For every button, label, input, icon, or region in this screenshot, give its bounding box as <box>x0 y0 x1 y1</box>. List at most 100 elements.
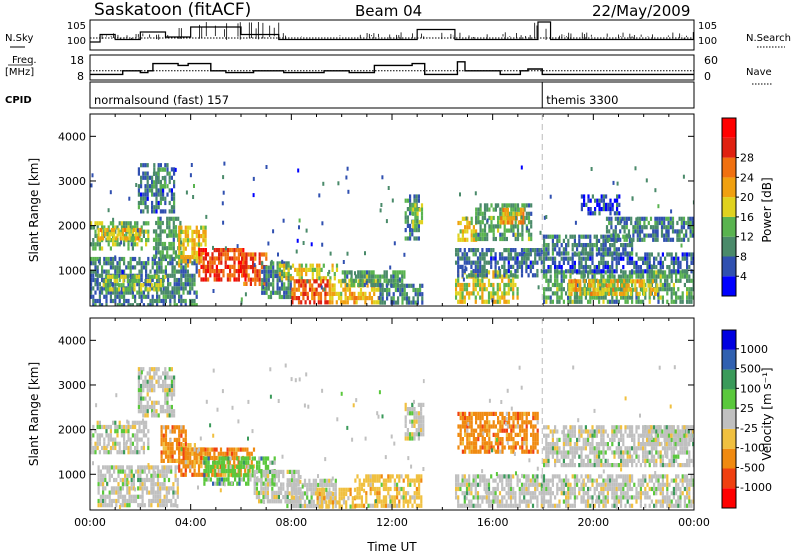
heatmap-cell <box>137 236 140 241</box>
heatmap-cell <box>151 298 154 304</box>
heatmap-cell <box>502 216 505 221</box>
heatmap-cell <box>648 269 651 274</box>
heatmap-cell <box>572 283 575 288</box>
heatmap-cell <box>591 247 594 252</box>
heatmap-cell <box>215 277 218 282</box>
heatmap-cell <box>146 179 149 185</box>
heatmap-cell <box>472 273 475 278</box>
heatmap-cell <box>612 291 615 296</box>
heatmap-cell <box>129 265 132 270</box>
heatmap-cell <box>166 371 169 376</box>
heatmap-cell <box>549 194 552 199</box>
heatmap-cell <box>216 477 219 482</box>
heatmap-cell <box>454 295 458 300</box>
heatmap-cell <box>470 220 473 226</box>
heatmap-cell <box>101 265 104 270</box>
heatmap-cell <box>387 486 390 492</box>
heatmap-cell <box>409 202 412 207</box>
heatmap-cell <box>602 202 605 207</box>
heatmap-cell <box>611 299 614 304</box>
heatmap-cell <box>247 252 250 257</box>
heatmap-cell <box>311 263 314 268</box>
heatmap-cell <box>485 269 488 274</box>
heatmap-cell <box>98 433 101 438</box>
heatmap-cell <box>269 282 273 287</box>
heatmap-cell <box>496 260 499 265</box>
heatmap-cell <box>641 216 644 221</box>
heatmap-cell <box>691 220 694 226</box>
heatmap-cell <box>109 256 112 262</box>
heatmap-cell <box>474 264 477 269</box>
heatmap-cell <box>160 442 163 447</box>
heatmap-cell <box>233 277 236 282</box>
heatmap-cell <box>148 175 151 180</box>
heatmap-cell <box>353 487 357 492</box>
heatmap-cell <box>649 287 652 292</box>
heatmap-cell <box>244 447 247 452</box>
heatmap-cell <box>152 465 155 470</box>
heatmap-cell <box>523 256 526 261</box>
heatmap-cell <box>148 388 151 393</box>
heatmap-cell <box>243 252 246 257</box>
heatmap-cell <box>672 265 675 270</box>
heatmap-cell <box>689 225 692 230</box>
heatmap-cell <box>516 260 519 265</box>
heatmap-cell <box>277 474 280 479</box>
heatmap-cell <box>275 490 278 495</box>
heatmap-cell <box>245 260 248 265</box>
heatmap-cell <box>551 251 554 256</box>
heatmap-cell <box>664 256 667 261</box>
heatmap-cell <box>381 274 384 279</box>
heatmap-cell <box>324 276 328 281</box>
heatmap-cell <box>690 278 693 283</box>
heatmap-cell <box>371 474 374 479</box>
heatmap-cell <box>681 291 684 296</box>
heatmap-cell <box>297 503 300 509</box>
heatmap-cell <box>235 269 238 274</box>
heatmap-cell <box>123 256 126 262</box>
heatmap-cell <box>381 175 384 180</box>
heatmap-cell <box>579 291 582 296</box>
heatmap-cell <box>126 482 129 487</box>
heatmap-cell <box>560 282 563 288</box>
heatmap-cell <box>679 270 682 275</box>
heatmap-cell <box>224 472 227 477</box>
heatmap-cell <box>150 503 153 508</box>
heatmap-cell <box>531 264 535 269</box>
heatmap-cell <box>114 255 117 260</box>
heatmap-cell <box>466 237 469 242</box>
heatmap-cell <box>668 282 671 288</box>
heatmap-cell <box>153 388 156 393</box>
heatmap-cell <box>365 491 368 496</box>
heatmap-cell <box>163 498 166 504</box>
heatmap-cell <box>137 188 140 193</box>
heatmap-cell <box>107 225 110 230</box>
heatmap-cell <box>191 255 194 260</box>
heatmap-cell <box>213 269 216 274</box>
heatmap-cell <box>148 274 151 279</box>
heatmap-cell <box>98 221 101 226</box>
heatmap-cell <box>162 371 165 376</box>
heatmap-cell <box>653 260 656 265</box>
heatmap-cell <box>108 232 111 237</box>
heatmap-cell <box>184 273 187 278</box>
heatmap-cell <box>186 225 190 230</box>
heatmap-cell <box>166 220 169 226</box>
heatmap-cell <box>342 300 345 305</box>
heatmap-cell <box>496 291 499 296</box>
heatmap-cell <box>252 252 255 257</box>
heatmap-cell <box>144 409 147 414</box>
heatmap-cell <box>463 299 466 304</box>
heatmap-cell <box>370 300 374 305</box>
heatmap-cell <box>639 256 642 261</box>
heatmap-cell <box>229 481 232 486</box>
heatmap-cell <box>99 503 102 508</box>
heatmap-cell <box>392 278 395 283</box>
heatmap-cell <box>191 229 194 234</box>
heatmap-cell <box>193 277 196 283</box>
heatmap-cell <box>574 220 577 225</box>
heatmap-cell <box>162 425 165 430</box>
heatmap-cell <box>171 290 174 295</box>
heatmap-cell <box>168 179 171 185</box>
heatmap-cell <box>263 273 266 279</box>
